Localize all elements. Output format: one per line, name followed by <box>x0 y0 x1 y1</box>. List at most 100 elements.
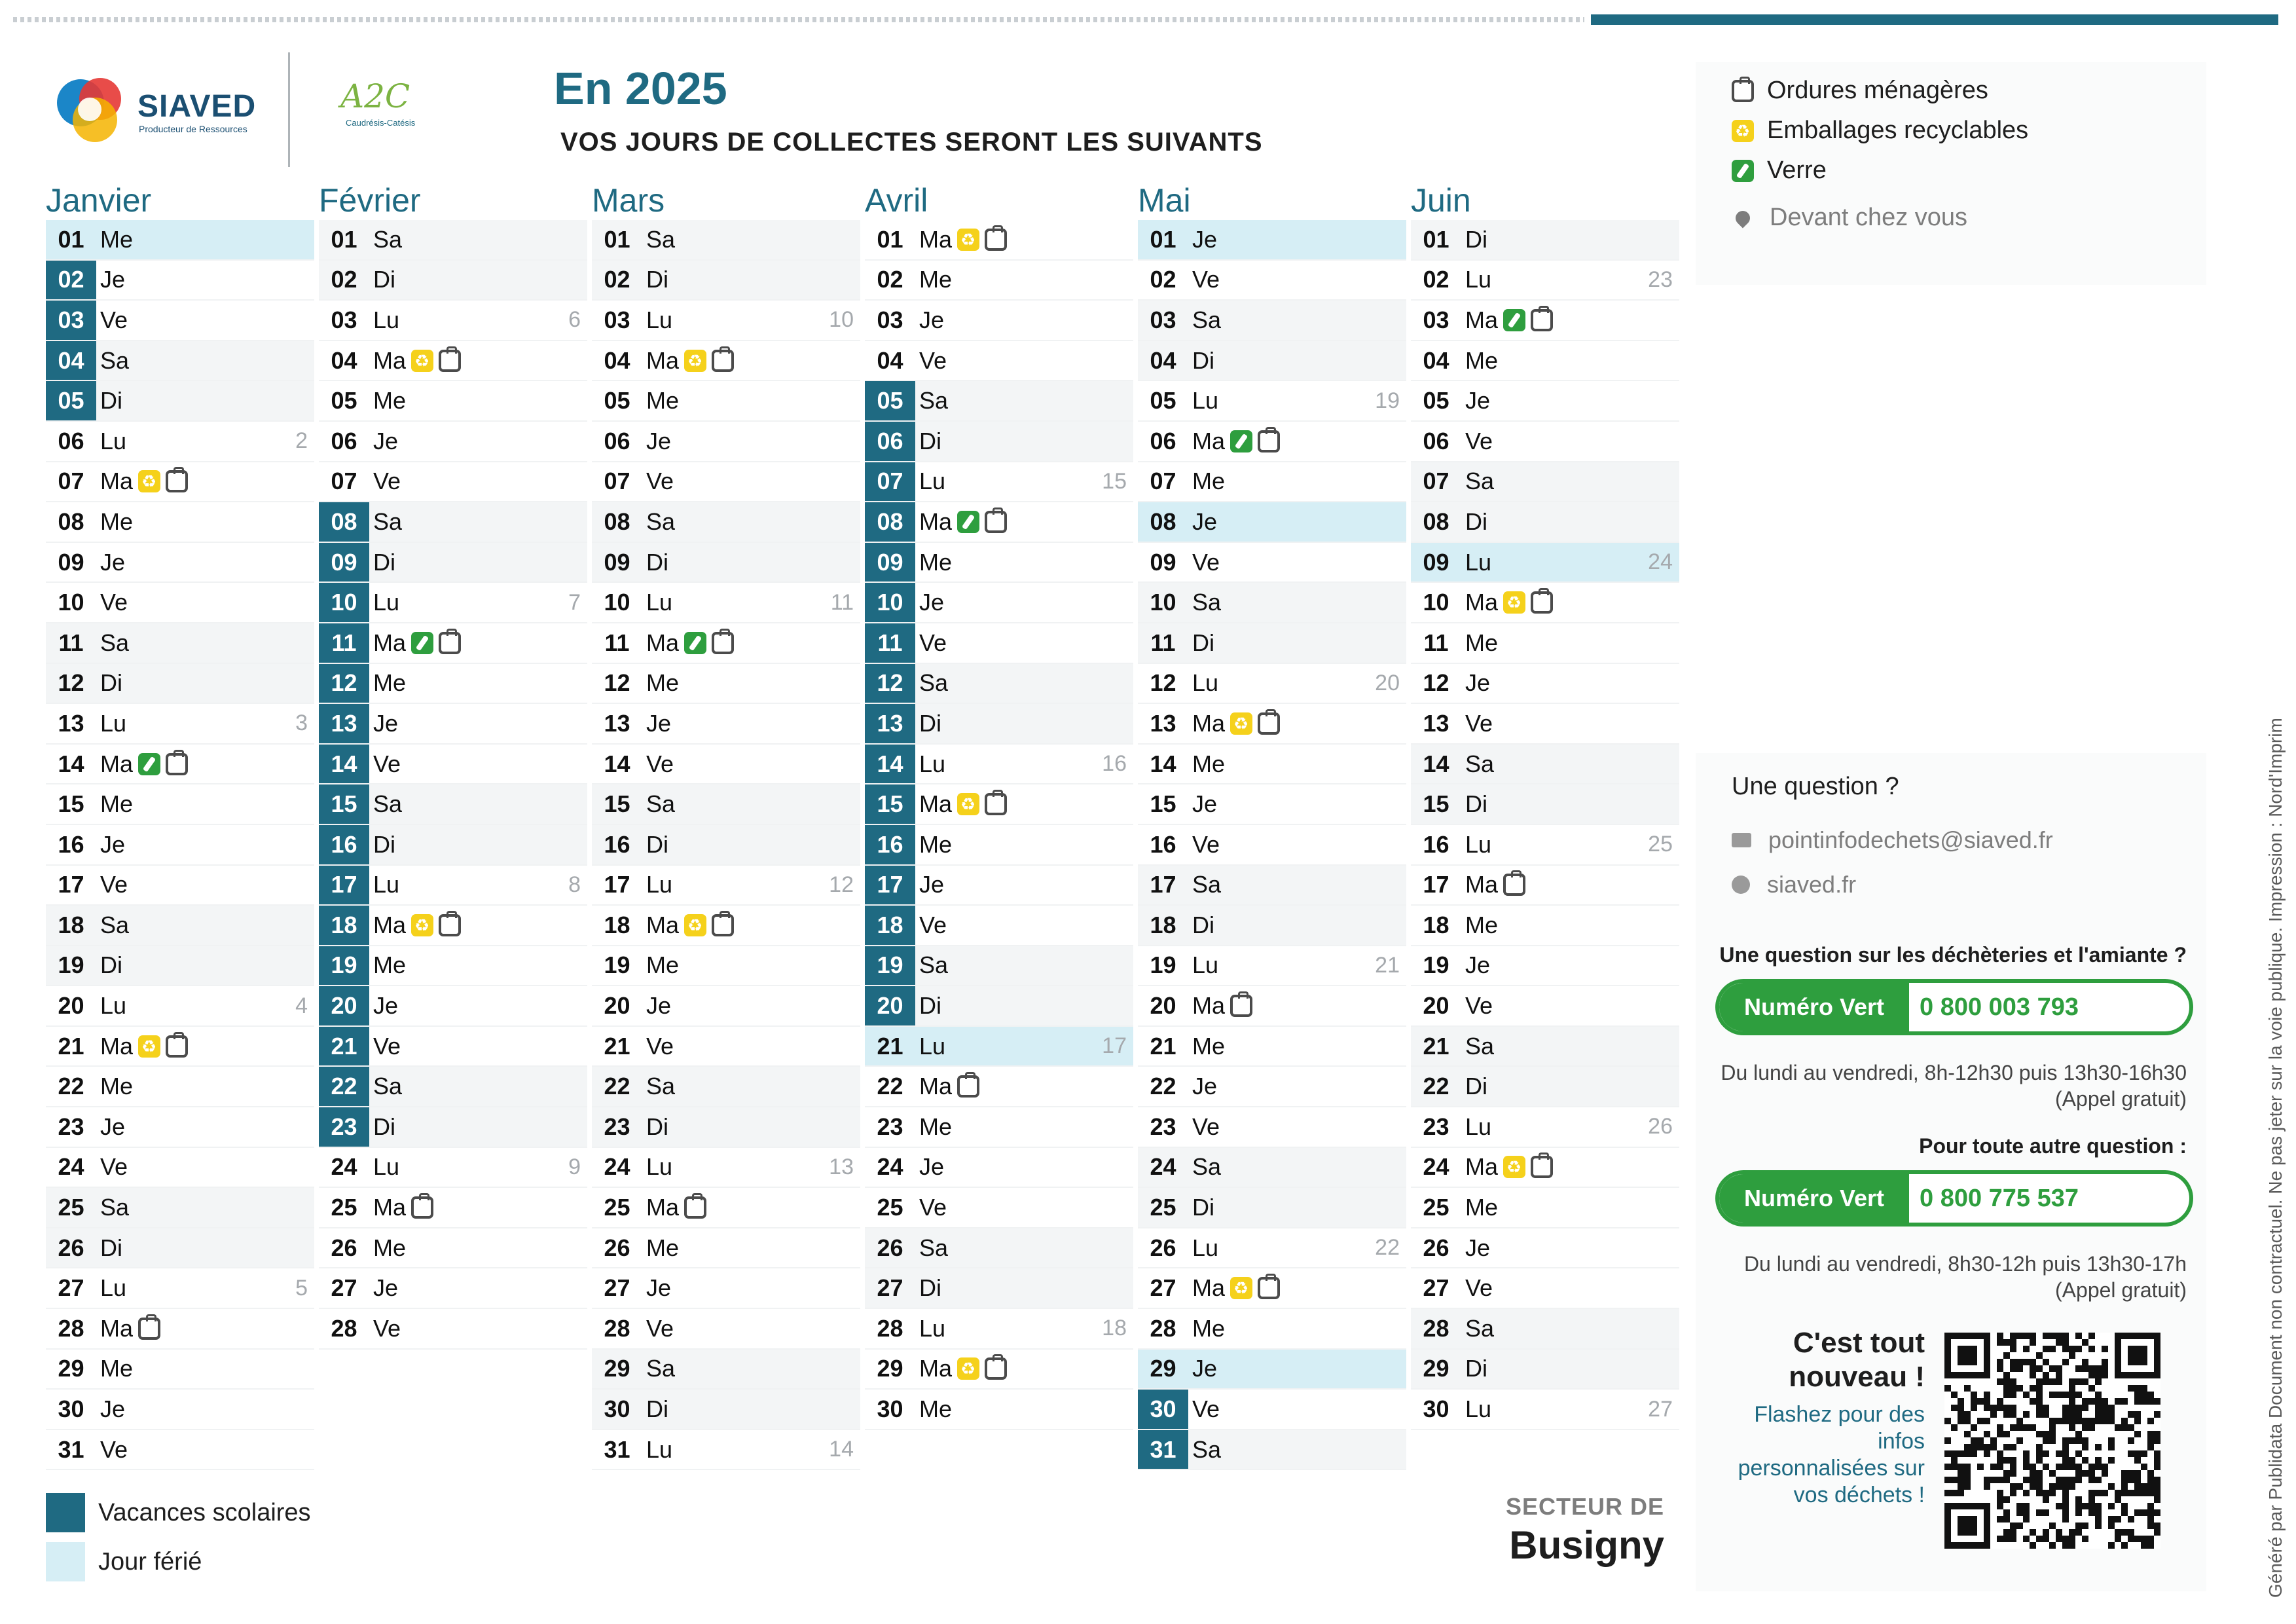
green-number-2[interactable]: Numéro Vert 0 800 775 537 <box>1715 1170 2193 1227</box>
day-name: Ve <box>1192 830 1220 858</box>
calendar-day: 12 Lu 20 <box>1138 663 1406 705</box>
page-title: En 2025 <box>554 63 727 114</box>
qr-module <box>2088 1490 2095 1496</box>
qr-module <box>2030 1365 2036 1372</box>
calendar-day: 31 Ve <box>46 1430 314 1471</box>
week-number: 4 <box>295 993 308 1018</box>
calendar-day: 02 Di <box>319 260 587 301</box>
day-name: Ve <box>919 911 947 938</box>
day-number: 24 <box>331 1153 357 1181</box>
qr-module <box>2069 1405 2075 1411</box>
calendar-day: 06 Di <box>865 421 1133 462</box>
email-contact[interactable]: pointinfodechets@siaved.fr <box>1732 826 2053 854</box>
qr-module <box>2010 1339 2016 1346</box>
qr-module <box>2075 1392 2082 1398</box>
qr-module <box>2062 1477 2069 1483</box>
decheteries-question: Une question sur les déchèteries et l'am… <box>1719 943 2187 967</box>
household-waste-bin-icon <box>411 1193 434 1219</box>
calendar-day: 14 Ve <box>319 744 587 785</box>
qr-module <box>2036 1509 2043 1516</box>
month-name: Février <box>319 182 421 219</box>
day-name: Di <box>646 548 668 576</box>
qr-module <box>1997 1333 2003 1339</box>
qr-module <box>2128 1346 2147 1365</box>
qr-module <box>2010 1536 2016 1542</box>
qr-module <box>1964 1431 1971 1437</box>
green-number-value-2[interactable]: 0 800 775 537 <box>1920 1184 2079 1212</box>
calendar-day: 03 Lu 6 <box>319 301 587 341</box>
day-number: 25 <box>58 1194 84 1221</box>
day-number: 30 <box>1138 1390 1188 1429</box>
qr-module <box>2121 1398 2128 1405</box>
household-waste-bin-icon <box>166 749 189 775</box>
calendar-day: 10 Ve <box>46 583 314 623</box>
day-number: 14 <box>1150 750 1176 777</box>
qr-module <box>1958 1411 1964 1418</box>
qr-module <box>2095 1522 2102 1529</box>
calendar-day: 16 Lu 25 <box>1411 824 1679 866</box>
qr-code[interactable] <box>1944 1333 2160 1549</box>
qr-module <box>1990 1411 1997 1418</box>
day-name: Ma <box>100 1314 134 1342</box>
calendar-day: 26 Lu 22 <box>1138 1228 1406 1269</box>
calendar-day: 29 Sa <box>592 1349 860 1390</box>
qr-module <box>2003 1444 2010 1450</box>
household-waste-bin-icon <box>1230 991 1253 1018</box>
qr-module <box>2115 1333 2121 1378</box>
calendar-day: 26 Sa <box>865 1228 1133 1269</box>
calendar-day: 14 Lu 16 <box>865 744 1133 785</box>
calendar-day: 21 Me <box>1138 1026 1406 1067</box>
qr-module <box>1958 1398 1964 1405</box>
qr-module <box>2082 1522 2088 1529</box>
day-number: 19 <box>604 951 630 979</box>
website-contact[interactable]: siaved.fr <box>1732 871 1856 898</box>
qr-module <box>2121 1424 2128 1431</box>
day-name: Sa <box>646 790 676 818</box>
calendar-day: 17 Lu 12 <box>592 865 860 906</box>
qr-module <box>2062 1405 2069 1411</box>
qr-module <box>2056 1464 2062 1470</box>
day-name: Je <box>919 1153 945 1181</box>
qr-module <box>2043 1450 2049 1457</box>
day-name: Je <box>1192 1073 1218 1100</box>
qr-module <box>2049 1470 2056 1477</box>
qr-module <box>2036 1411 2043 1418</box>
day-name: Ve <box>373 468 401 495</box>
qr-module <box>2115 1516 2121 1522</box>
qr-module <box>2088 1424 2095 1431</box>
month-column: Avril01Ma02Me03Je04Ve05Sa06Di07Lu1508Ma0… <box>865 181 1133 1430</box>
qr-module <box>2069 1352 2075 1359</box>
qr-module <box>1971 1392 1977 1398</box>
qr-module <box>2069 1477 2075 1483</box>
day-number: 03 <box>877 306 903 333</box>
qr-module <box>2102 1490 2108 1496</box>
qr-module <box>2023 1457 2030 1464</box>
day-name: Me <box>100 790 134 818</box>
green-number-1[interactable]: Numéro Vert 0 800 003 793 <box>1715 979 2193 1035</box>
calendar-day: 09 Me <box>865 542 1133 583</box>
qr-module <box>2010 1411 2016 1418</box>
qr-module <box>2141 1509 2147 1516</box>
calendar-day: 28 Sa <box>1411 1309 1679 1350</box>
day-number: 30 <box>58 1395 84 1423</box>
qr-module <box>2121 1477 2128 1483</box>
household-waste-bin-icon <box>166 467 189 493</box>
legend-emb-label: Emballages recyclables <box>1767 117 2029 144</box>
qr-module <box>2056 1339 2062 1346</box>
website-link[interactable]: siaved.fr <box>1767 871 1857 898</box>
day-name: Je <box>919 871 945 898</box>
qr-module <box>2030 1385 2036 1392</box>
week-number: 11 <box>830 589 854 615</box>
qr-module <box>2062 1444 2069 1450</box>
day-number: 27 <box>1423 1274 1449 1302</box>
qr-module <box>2088 1470 2095 1477</box>
month-column: Janvier01Me02Je03Ve04Sa05Di06Lu207Ma08Me… <box>46 181 314 1471</box>
qr-module <box>2141 1450 2147 1457</box>
qr-module <box>2049 1437 2056 1444</box>
green-number-value[interactable]: 0 800 003 793 <box>1920 993 2079 1021</box>
recycling-icon <box>684 913 707 936</box>
qr-module <box>1971 1424 1977 1431</box>
qr-module <box>2062 1503 2069 1509</box>
qr-module <box>1997 1464 2003 1470</box>
email-link[interactable]: pointinfodechets@siaved.fr <box>1768 826 2053 853</box>
